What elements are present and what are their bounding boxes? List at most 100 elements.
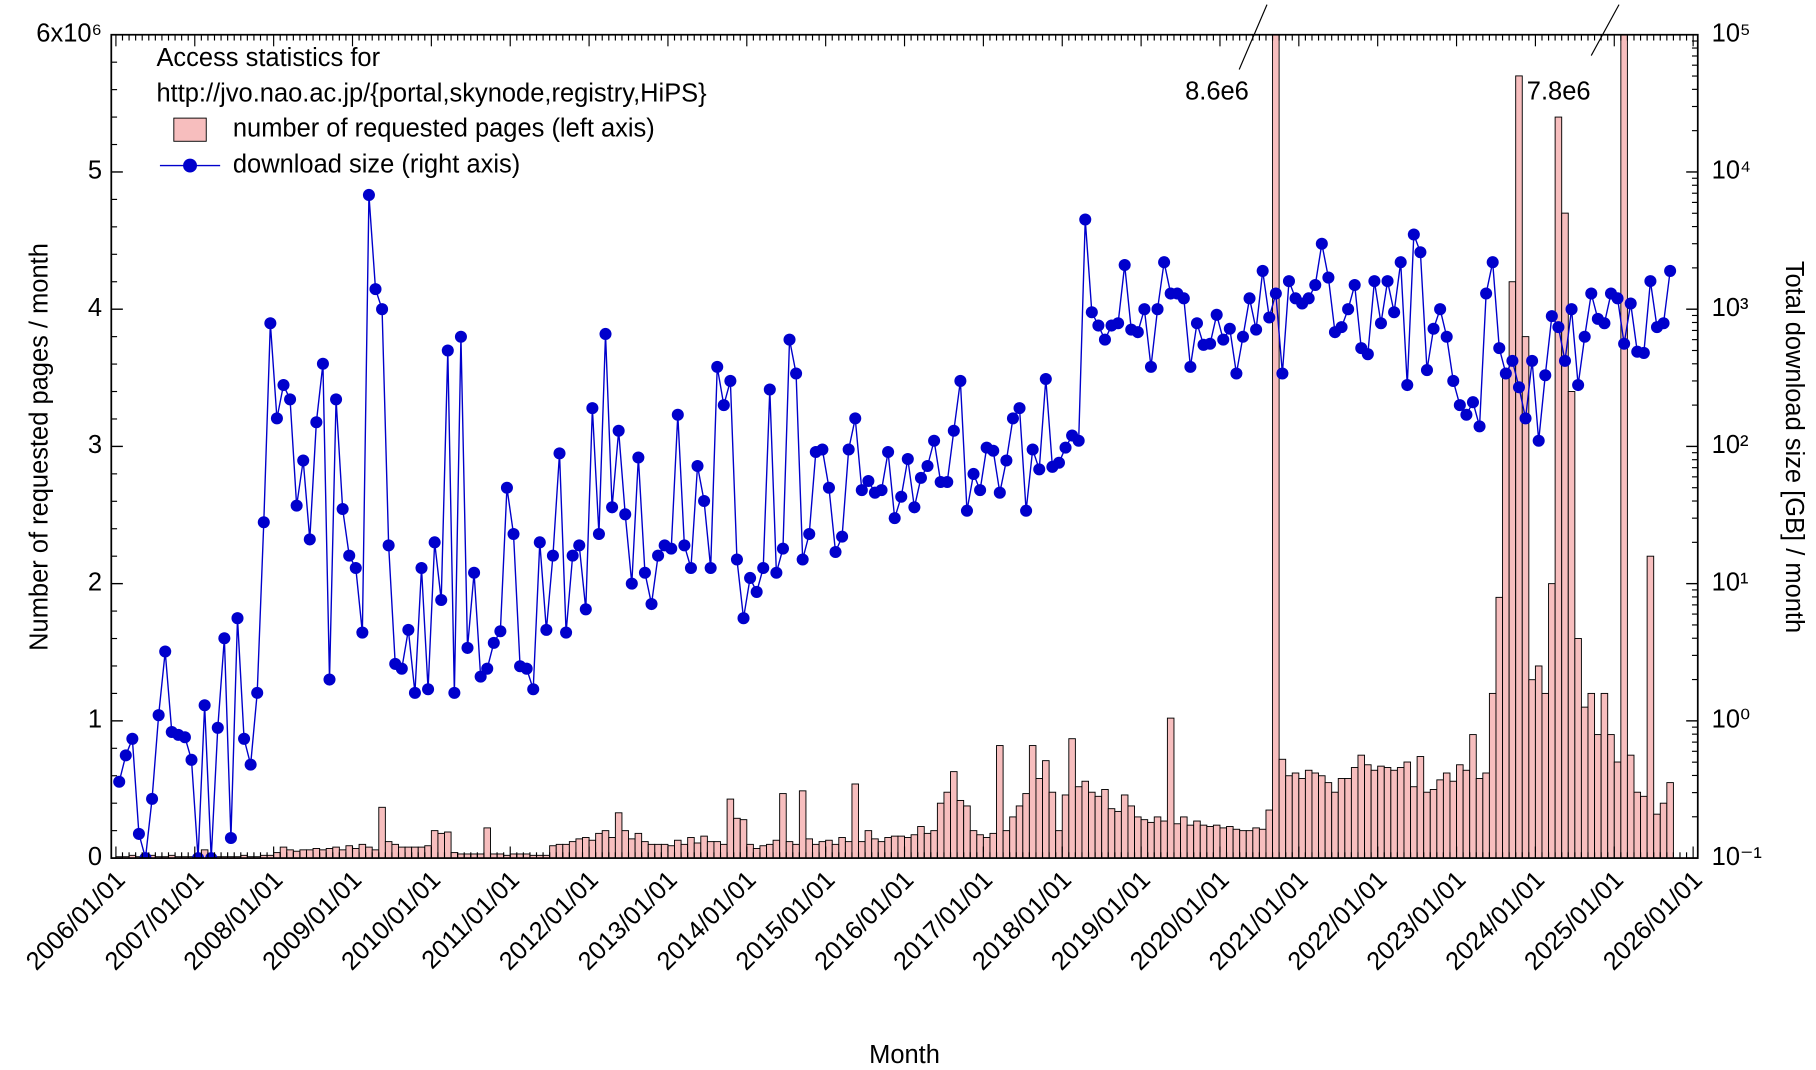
point <box>573 539 586 552</box>
point <box>395 662 408 675</box>
point <box>402 623 415 636</box>
bar <box>943 791 951 859</box>
bar <box>858 841 866 859</box>
y-tick-label: 5 <box>88 157 102 185</box>
point <box>1020 504 1033 517</box>
point <box>776 542 789 555</box>
point <box>435 593 448 607</box>
point <box>1394 256 1407 269</box>
bar <box>444 831 452 859</box>
point <box>1158 256 1171 269</box>
point <box>645 598 658 611</box>
chart-subtitle: http://jvo.nao.ac.jp/{portal,skynode,reg… <box>156 80 707 108</box>
point <box>993 486 1006 499</box>
point <box>1578 330 1591 343</box>
bar <box>1357 754 1366 859</box>
bar <box>319 849 327 859</box>
point <box>1223 322 1236 335</box>
point <box>238 732 251 745</box>
bar <box>1495 596 1504 859</box>
bar <box>1607 734 1615 859</box>
bar <box>1377 765 1385 859</box>
bar <box>1462 769 1471 859</box>
point <box>763 383 776 396</box>
point <box>1112 317 1125 330</box>
point <box>284 393 297 406</box>
point <box>1539 369 1552 382</box>
point <box>211 721 224 734</box>
bar <box>483 827 491 859</box>
point <box>1118 258 1131 271</box>
bar <box>1022 793 1030 859</box>
point <box>369 283 382 296</box>
bar <box>674 839 682 859</box>
point <box>540 623 553 636</box>
bar <box>660 843 669 859</box>
bar <box>398 846 406 859</box>
point <box>533 536 546 549</box>
point <box>1486 256 1499 269</box>
bar <box>338 849 347 859</box>
y-tick-label: 3 <box>88 431 102 459</box>
bar <box>1127 805 1135 859</box>
bar <box>1239 830 1247 859</box>
point <box>1256 264 1269 277</box>
bar <box>1364 764 1372 859</box>
bar <box>312 848 321 859</box>
bar <box>628 838 636 859</box>
point <box>553 447 566 460</box>
point <box>1598 317 1611 330</box>
bar <box>838 837 846 859</box>
bar <box>562 843 570 859</box>
bar <box>805 838 813 859</box>
point <box>967 467 980 480</box>
point <box>1138 303 1151 316</box>
bar <box>1331 791 1339 859</box>
bar <box>1502 377 1510 859</box>
bar <box>897 835 905 859</box>
point <box>290 499 303 512</box>
point <box>1013 402 1026 415</box>
bar <box>1574 638 1582 859</box>
point <box>1374 317 1387 330</box>
point <box>1368 275 1381 288</box>
bar <box>1258 828 1267 859</box>
bar <box>884 837 892 859</box>
x-axis-label: Month <box>869 1041 940 1069</box>
point <box>1545 310 1558 323</box>
bar <box>1160 820 1168 859</box>
bar <box>1659 802 1668 859</box>
bar <box>1015 805 1024 859</box>
point <box>382 539 395 552</box>
point <box>757 561 770 575</box>
bar <box>1653 813 1661 859</box>
bar <box>378 806 386 859</box>
bar <box>1423 791 1431 859</box>
bar <box>700 835 708 859</box>
point <box>1460 408 1473 421</box>
bar <box>917 826 925 859</box>
y2-tick-label: 10⁰ <box>1712 706 1751 734</box>
bar <box>910 834 919 859</box>
point <box>1342 303 1355 316</box>
point <box>1466 396 1479 409</box>
bar <box>904 837 912 859</box>
value-label: 8.6e6 <box>1185 77 1249 105</box>
bar <box>956 799 965 859</box>
bar <box>969 830 978 859</box>
point <box>1480 287 1493 300</box>
point <box>1644 275 1657 288</box>
point <box>1236 330 1249 343</box>
bar <box>877 841 886 859</box>
bar <box>417 846 426 859</box>
bar <box>575 838 583 859</box>
point <box>638 566 651 579</box>
point <box>652 549 665 562</box>
bar <box>1456 764 1464 859</box>
bar <box>1580 706 1589 859</box>
point <box>1315 237 1328 250</box>
point <box>717 399 730 412</box>
bar <box>844 841 853 859</box>
